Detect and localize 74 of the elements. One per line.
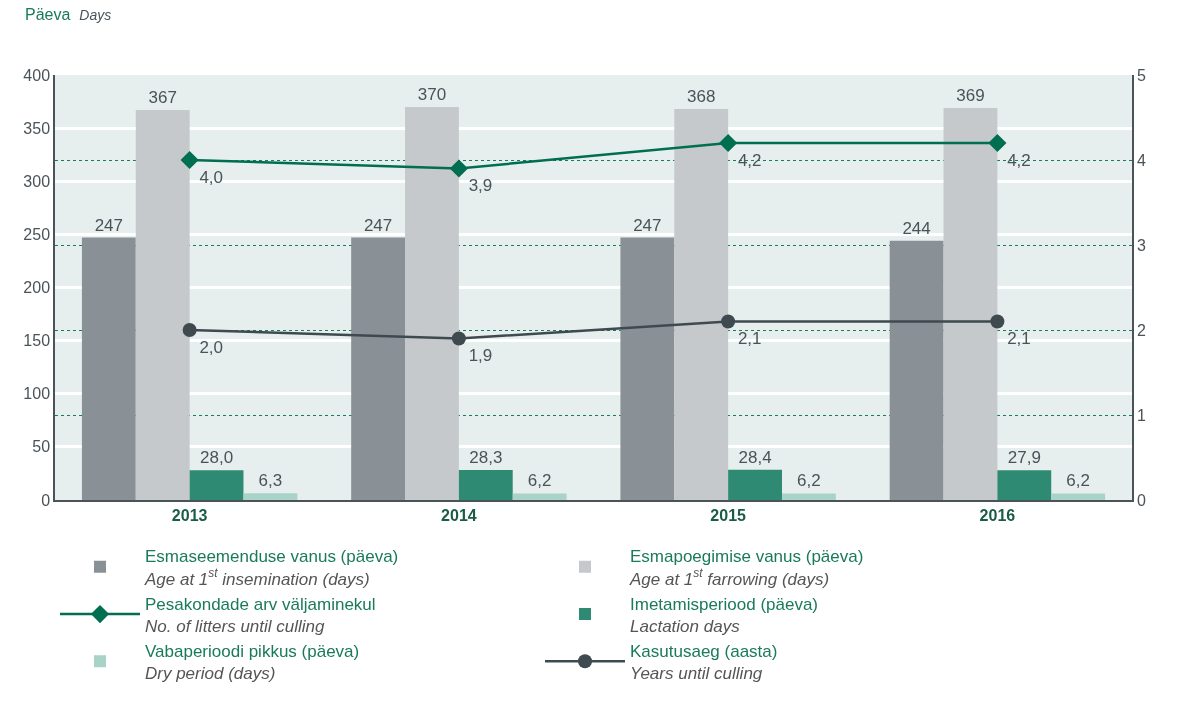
bar [189,470,244,500]
bar [889,240,944,500]
y-tick-label: 100 [23,385,51,403]
data-label: 247 [94,215,124,235]
y-tick-label: 0 [41,491,51,509]
y-tick-label: 350 [23,119,51,137]
x-tick-label: 2014 [441,506,477,524]
legend-label: Vabaperioodi pikkus (päeva) Dry period (days) [145,641,360,683]
y2-tick-label: 2 [1136,321,1146,339]
data-label: 368 [687,87,716,106]
y2-tick-label: 4 [1136,151,1146,169]
point [990,314,1005,329]
point [988,133,1007,153]
data-label: 4,0 [199,167,224,187]
x-tick-label: 2015 [710,506,747,524]
data-label: 6,3 [258,471,283,491]
y-tick-label: 300 [23,172,51,190]
data-label: 1,9 [468,346,493,365]
y-tick-label: 150 [23,332,51,350]
legend-label: Pesakondade arv väljaminekul No. of litters until culling [145,594,376,636]
y-tick-label: 50 [32,438,51,456]
bar [728,469,782,500]
y2-tick-label: 1 [1136,406,1146,424]
bar [351,237,406,500]
bar [674,109,729,500]
legend-label: Esmapoegimise vanus (päeva) Age at 1$^{st}$ farrowing (days) [629,547,864,589]
x-tick-label: 2013 [171,506,208,524]
y-tick-label: 250 [23,225,51,243]
bar [405,106,459,500]
data-label: 28,0 [200,448,234,468]
data-label: 370 [417,84,447,104]
legend-label: Kasutusaeg (aasta) Years until culling [630,641,778,683]
y-tick-label: 400 [23,66,51,84]
data-label: 244 [902,218,931,238]
bar [81,237,136,500]
point [721,314,736,329]
data-label: 4,2 [1007,150,1031,170]
y2-tick-label: 5 [1136,66,1146,84]
data-label: 6,2 [527,471,552,491]
bar [135,110,190,500]
point [719,133,738,153]
bar [458,469,513,500]
y2-tick-label: 3 [1136,236,1146,254]
bar [243,493,298,500]
data-label: 3,9 [468,176,493,195]
data-label: 28,3 [469,447,503,467]
data-label: 28,4 [738,447,772,467]
data-label: 6,2 [1066,471,1090,491]
data-label: 2,1 [737,329,762,348]
bar [1051,493,1106,500]
point [180,150,199,170]
bar [943,107,998,500]
data-label: 2,0 [199,337,224,357]
bar [997,470,1052,500]
y2-tick-label: 0 [1136,491,1146,509]
data-label: 2,1 [1007,329,1031,348]
x-tick-label: 2016 [979,506,1016,524]
data-label: 247 [633,215,662,235]
point [449,159,468,178]
y-axis-title: Päeva Days [25,6,112,23]
y-tick-label: 200 [23,279,51,297]
data-label: 4,2 [737,150,762,170]
data-label: 247 [363,215,393,235]
bar [620,237,675,500]
data-label: 27,9 [1007,448,1041,468]
bar [512,493,567,500]
data-label: 367 [148,88,177,108]
legend-label: Imetamisperiood (päeva) Lactation days [630,594,819,636]
point [182,323,197,337]
data-label: 369 [956,85,985,105]
bar [781,493,836,500]
data-label: 6,2 [797,471,821,491]
point [451,331,466,346]
legend-label: Esmaseemenduse vanus (päeva) Age at 1$^{st}$ insemination (days) [144,547,399,589]
